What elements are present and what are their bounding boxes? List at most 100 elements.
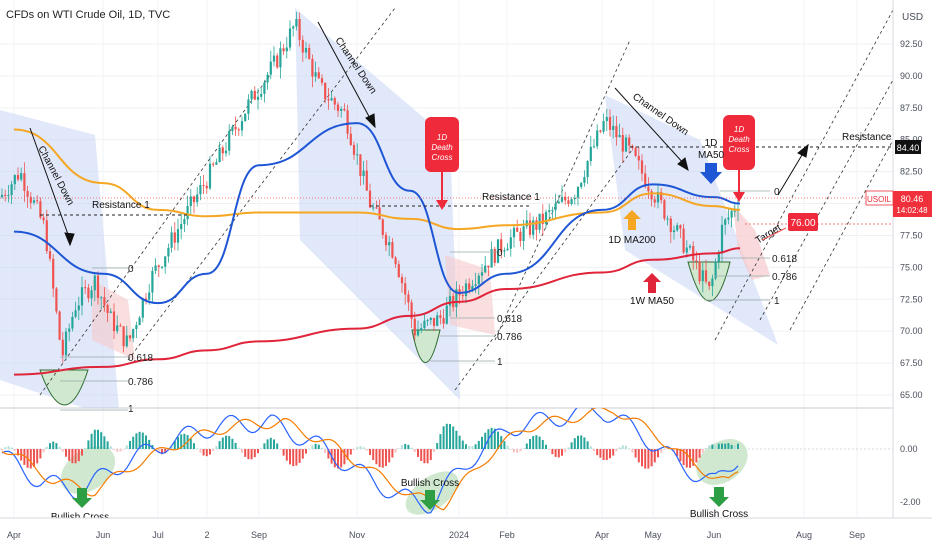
candle-body-203 xyxy=(650,191,653,200)
candle-body-208 xyxy=(666,218,669,220)
macd-bar-83 xyxy=(266,439,269,449)
macd-bar-25 xyxy=(81,449,83,456)
macd-bar-145 xyxy=(465,444,467,449)
candle-body-94 xyxy=(301,39,304,53)
macd-bar-216 xyxy=(692,449,695,466)
candle-body-90 xyxy=(288,28,292,48)
candle-body-150 xyxy=(480,272,484,276)
macd-bar-202 xyxy=(647,449,650,469)
macd-bar-159 xyxy=(509,449,512,450)
candle-body-89 xyxy=(285,47,288,52)
candle-body-72 xyxy=(231,126,234,132)
macd-bar-82 xyxy=(263,443,266,449)
resistance-price-tag: 84.40 xyxy=(895,140,921,154)
candle-body-138 xyxy=(442,317,445,324)
candle-body-186 xyxy=(596,130,599,147)
candle-body-91 xyxy=(292,26,295,29)
macd-bar-67 xyxy=(215,446,218,449)
candle-body-0 xyxy=(0,194,4,198)
candle-body-64 xyxy=(205,185,208,189)
candle-body-146 xyxy=(468,283,471,290)
candle-body-36 xyxy=(116,325,119,332)
macd-histogram xyxy=(1,423,739,469)
candle-body-161 xyxy=(516,227,519,232)
macd-bar-0 xyxy=(1,449,3,451)
candle-body-7 xyxy=(23,173,26,191)
macd-bar-197 xyxy=(631,449,634,453)
fib-label-786-a: 0.786 xyxy=(128,377,153,388)
macd-bar-224 xyxy=(717,443,720,449)
time-tick-12: Sep xyxy=(849,530,865,540)
candle-body-27 xyxy=(87,287,90,299)
candle-body-162 xyxy=(519,231,522,241)
price-axis[interactable] xyxy=(893,0,932,518)
candle-body-24 xyxy=(77,305,80,311)
macd-bar-123 xyxy=(394,449,397,453)
candle-body-68 xyxy=(218,147,221,163)
candle-body-98 xyxy=(314,72,317,77)
macd-bar-23 xyxy=(74,449,77,464)
candle-body-39 xyxy=(125,335,128,347)
candle-body-163 xyxy=(522,226,525,241)
macd-bar-169 xyxy=(541,440,544,449)
candle-body-192 xyxy=(615,125,618,138)
resistance-label-1: Resistance 1 xyxy=(92,200,150,211)
macd-bar-155 xyxy=(497,431,499,449)
candle-body-200 xyxy=(640,160,644,174)
candle-body-70 xyxy=(224,150,228,154)
candle-body-184 xyxy=(589,146,592,162)
macd-bar-59 xyxy=(189,438,192,449)
macd-bar-151 xyxy=(484,432,487,449)
candle-body-149 xyxy=(477,275,480,285)
candle-body-118 xyxy=(378,207,381,220)
candle-body-55 xyxy=(176,229,180,243)
candle-body-220 xyxy=(704,270,708,282)
macd-bar-37 xyxy=(119,449,122,452)
wma50-label: 1W MA50 xyxy=(630,296,674,307)
price-tick-4: 82.50 xyxy=(900,167,923,177)
macd-bar-199 xyxy=(637,449,640,463)
candle-body-30 xyxy=(96,275,100,298)
macd-bar-79 xyxy=(253,449,256,458)
macd-bar-147 xyxy=(471,446,474,449)
candle-body-202 xyxy=(647,186,650,192)
macd-bar-167 xyxy=(535,435,538,449)
price-tick-3: 85.00 xyxy=(900,135,923,145)
candle-body-227 xyxy=(727,217,730,220)
channel-down-shade-1 xyxy=(0,110,119,408)
candle-body-174 xyxy=(557,201,560,204)
macd-bar-89 xyxy=(285,449,288,461)
macd-bar-153 xyxy=(490,427,493,449)
candle-body-225 xyxy=(720,224,724,254)
macd-bar-165 xyxy=(529,438,531,449)
candle-body-62 xyxy=(199,184,202,195)
candle-body-223 xyxy=(714,261,717,279)
macd-bar-102 xyxy=(327,449,330,459)
candle-body-97 xyxy=(311,58,314,77)
candle-body-52 xyxy=(167,247,170,257)
candle-body-4 xyxy=(13,175,16,185)
target-price-text: 76.00 xyxy=(790,218,815,229)
candle-body-22 xyxy=(71,316,74,329)
macd-bar-40 xyxy=(129,440,131,449)
macd-bar-181 xyxy=(580,435,583,449)
candle-body-153 xyxy=(490,248,493,268)
macd-bar-98 xyxy=(314,443,317,449)
macd-bar-38 xyxy=(122,449,125,450)
macd-bar-113 xyxy=(362,447,365,449)
macd-bar-20 xyxy=(65,449,67,457)
macd-bar-196 xyxy=(628,448,631,449)
time-axis[interactable] xyxy=(0,518,932,550)
macd-bar-221 xyxy=(708,445,711,449)
macd-bar-207 xyxy=(663,449,666,450)
candle-body-217 xyxy=(695,260,698,262)
candle-body-115 xyxy=(368,190,372,208)
macd-bar-97 xyxy=(311,445,314,449)
candle-body-198 xyxy=(634,148,637,156)
macd-bar-223 xyxy=(714,445,717,449)
macd-bar-186 xyxy=(596,449,599,456)
candle-body-25 xyxy=(80,287,84,306)
ma200-label: 1D MA200 xyxy=(608,235,656,246)
candle-body-156 xyxy=(500,239,503,252)
chart-title: CFDs on WTI Crude Oil, 1D, TVC xyxy=(6,9,170,21)
